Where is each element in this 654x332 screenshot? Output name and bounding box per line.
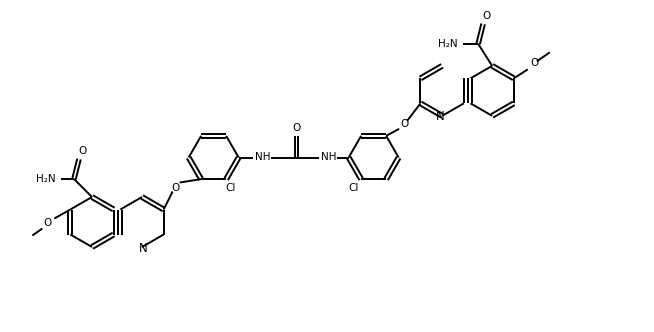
Text: N: N <box>139 241 147 255</box>
Text: Cl: Cl <box>225 183 235 193</box>
Text: N: N <box>436 110 445 124</box>
Text: O: O <box>78 146 86 156</box>
Text: O: O <box>171 183 180 193</box>
Text: O: O <box>482 11 490 21</box>
Text: O: O <box>292 123 301 132</box>
Text: O: O <box>530 58 539 68</box>
Text: O: O <box>400 119 408 129</box>
Text: NH: NH <box>321 151 336 161</box>
Text: NH: NH <box>255 151 270 161</box>
Text: H₂N: H₂N <box>36 174 56 184</box>
Text: H₂N: H₂N <box>438 39 458 49</box>
Text: Cl: Cl <box>348 183 358 193</box>
Text: O: O <box>43 218 52 228</box>
